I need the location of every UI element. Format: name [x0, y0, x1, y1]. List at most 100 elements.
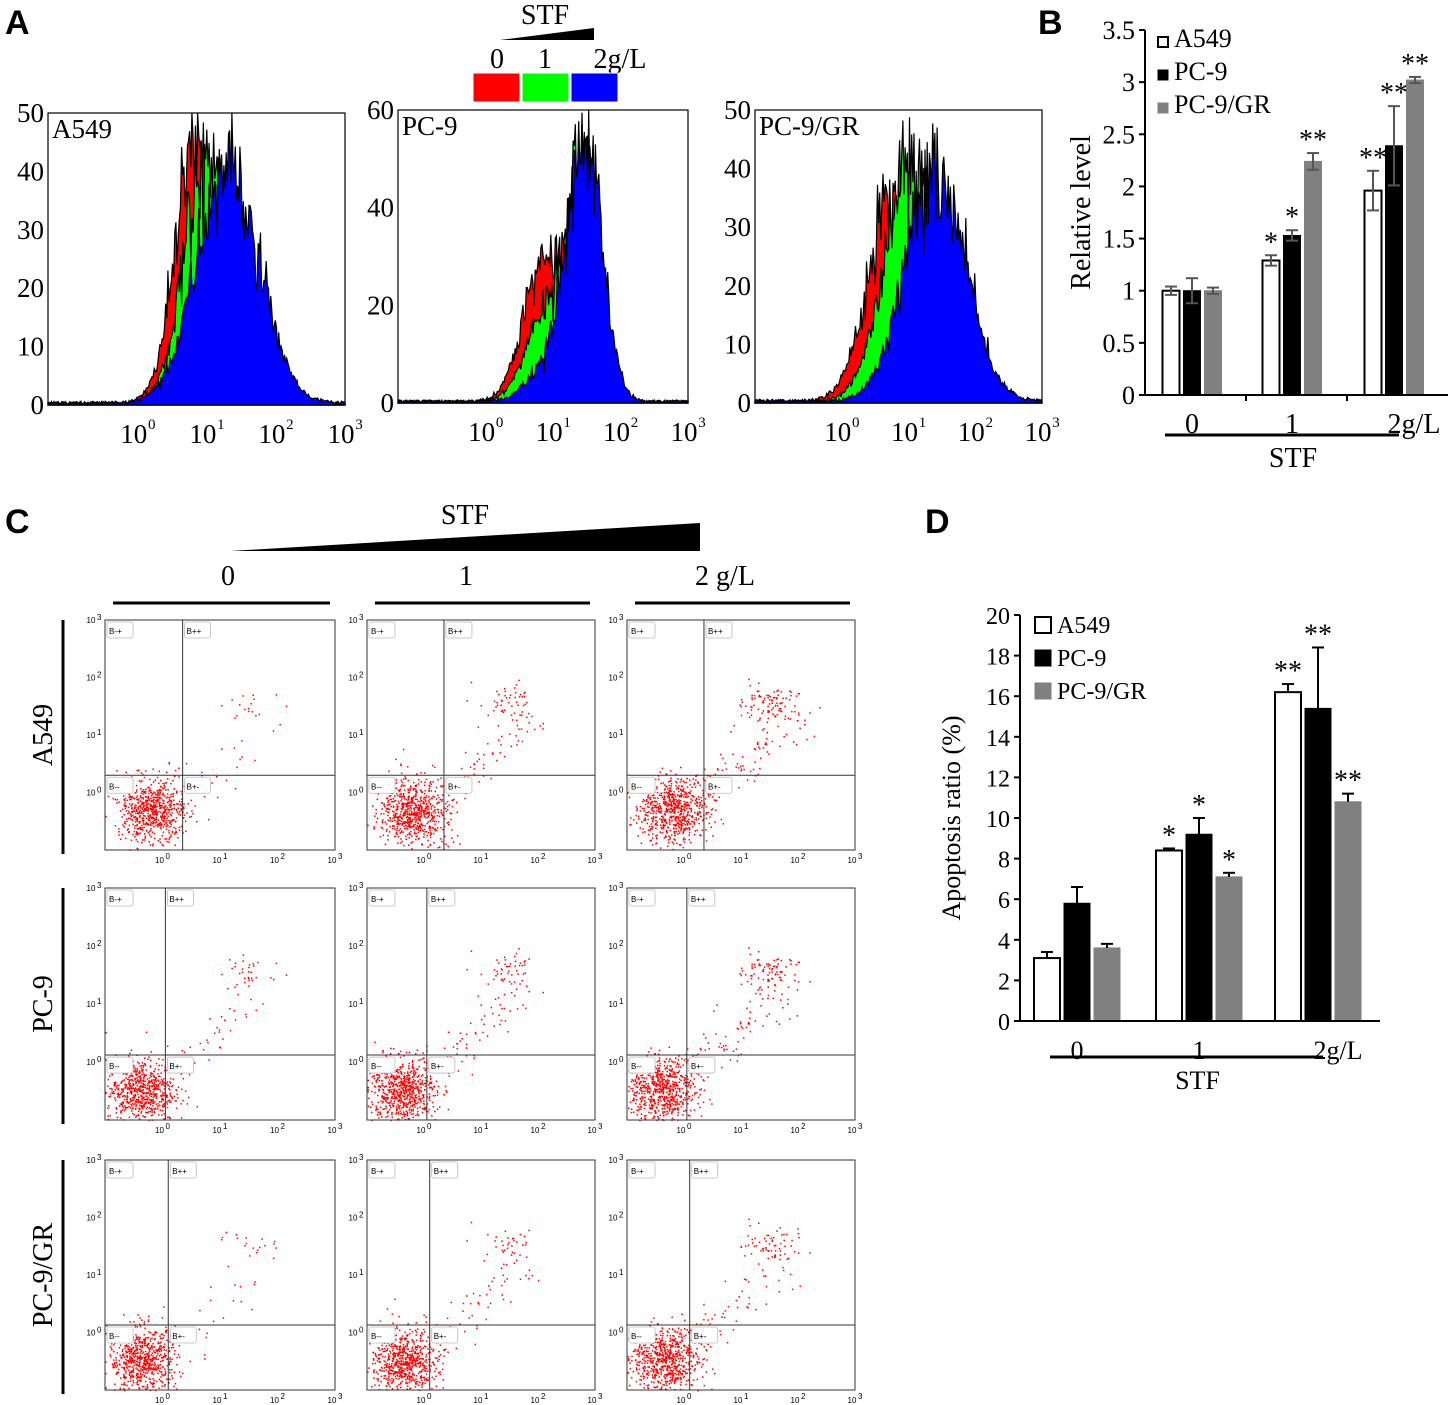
event-dot-viable — [410, 1081, 412, 1084]
event-dot-viable — [128, 803, 131, 805]
event-dot-viable — [408, 1074, 410, 1076]
event-dot-viable — [450, 813, 453, 815]
event-dot-viable — [662, 782, 664, 784]
event-dot-late-apoptotic — [767, 980, 769, 982]
event-dot-viable — [677, 1087, 679, 1090]
event-dot-apoptotic — [479, 1039, 481, 1041]
event-dot-viable — [402, 802, 404, 804]
event-dot-viable — [150, 1076, 153, 1078]
event-dot-viable — [137, 1079, 139, 1081]
event-dot-viable — [136, 769, 138, 772]
event-dot-viable — [114, 798, 116, 801]
event-dot-viable — [694, 830, 696, 832]
event-dot-viable — [167, 778, 169, 780]
event-dot-viable — [156, 825, 159, 828]
event-dot-viable — [673, 1076, 676, 1078]
event-dot-viable — [658, 808, 660, 810]
event-dot-viable — [411, 1105, 414, 1108]
event-dot-viable — [122, 1095, 124, 1097]
event-dot-late-apoptotic — [774, 716, 777, 718]
event-dot-viable — [420, 1101, 422, 1103]
event-dot-viable — [669, 1106, 671, 1109]
event-dot-apoptotic — [723, 1049, 725, 1052]
event-dot-viable — [685, 827, 687, 829]
event-dot-viable — [674, 817, 677, 819]
event-dot-viable — [161, 815, 164, 817]
event-dot-viable — [398, 1096, 401, 1099]
event-dot-viable — [142, 793, 144, 795]
event-dot-viable — [420, 1091, 422, 1093]
event-dot-viable — [403, 825, 405, 828]
event-dot-viable — [420, 1089, 422, 1092]
event-dot-viable — [412, 781, 415, 784]
event-dot-apoptotic — [757, 773, 759, 776]
event-dot-apoptotic — [766, 1015, 768, 1017]
event-dot-viable — [152, 796, 154, 799]
event-dot-viable — [133, 1114, 136, 1116]
event-dot-viable — [686, 804, 688, 806]
event-dot-viable — [652, 1099, 654, 1101]
event-dot-late-apoptotic — [513, 981, 516, 983]
event-dot-viable — [659, 1065, 661, 1067]
event-dot-viable — [157, 1080, 160, 1082]
event-dot-viable — [417, 816, 420, 819]
event-dot-late-apoptotic — [757, 690, 760, 692]
event-dot-viable — [693, 1093, 696, 1095]
event-dot-late-apoptotic — [745, 705, 747, 707]
event-dot-viable — [142, 796, 144, 799]
event-dot-viable — [168, 811, 170, 814]
event-dot-viable — [688, 818, 690, 821]
event-dot-viable — [166, 793, 169, 795]
event-dot-viable — [684, 1081, 686, 1083]
event-dot-viable — [674, 834, 676, 837]
quadrant-label-box — [428, 1056, 456, 1074]
event-dot-apoptotic — [218, 1031, 221, 1033]
x-tick-exponent: 3 — [1052, 415, 1060, 431]
event-dot-viable — [188, 816, 191, 818]
event-dot-viable — [383, 1108, 386, 1110]
event-dot-viable — [421, 829, 424, 831]
event-dot-late-apoptotic — [776, 696, 778, 699]
event-dot-late-apoptotic — [504, 695, 506, 697]
event-dot-viable — [142, 803, 144, 806]
event-dot-viable — [129, 1052, 131, 1055]
event-dot-viable — [414, 1101, 416, 1103]
event-dot-viable — [701, 829, 703, 831]
event-dot-viable — [409, 805, 412, 807]
event-dot-viable — [137, 840, 139, 843]
event-dot-viable — [655, 1068, 658, 1070]
event-dot-apoptotic — [702, 794, 704, 797]
event-dot-viable — [408, 820, 411, 823]
event-dot-viable — [162, 1103, 165, 1105]
event-dot-apoptotic — [499, 1004, 501, 1006]
event-dot-viable — [131, 1090, 133, 1092]
event-dot-viable — [401, 818, 404, 820]
event-dot-viable — [403, 1104, 405, 1106]
event-dot-viable — [679, 795, 682, 797]
y-tick-exponent: 3 — [97, 613, 102, 622]
event-dot-late-apoptotic — [740, 699, 743, 701]
event-dot-late-apoptotic — [496, 959, 498, 961]
event-dot-viable — [123, 822, 126, 824]
event-dot-viable — [666, 786, 668, 788]
event-dot-viable — [412, 787, 415, 790]
event-dot-late-apoptotic — [767, 696, 769, 699]
event-dot-viable — [123, 1079, 126, 1081]
event-dot-viable — [669, 1086, 671, 1088]
event-dot-apoptotic — [440, 777, 442, 779]
quadrant-label: B-+ — [371, 627, 384, 636]
event-dot-viable — [423, 813, 425, 815]
event-dot-viable — [652, 1117, 654, 1119]
event-dot-viable — [416, 835, 418, 838]
event-dot-viable — [127, 1087, 129, 1089]
x-tick-exponent: 2 — [801, 852, 806, 861]
event-dot-viable — [174, 769, 177, 772]
event-dot-viable — [127, 1055, 130, 1057]
event-dot-viable — [170, 833, 172, 836]
event-dot-viable — [677, 794, 679, 796]
event-dot-viable — [153, 1084, 156, 1087]
event-dot-late-apoptotic — [248, 966, 250, 969]
event-dot-viable — [628, 1090, 630, 1092]
event-dot-viable — [153, 811, 155, 813]
event-dot-late-apoptotic — [780, 971, 782, 974]
